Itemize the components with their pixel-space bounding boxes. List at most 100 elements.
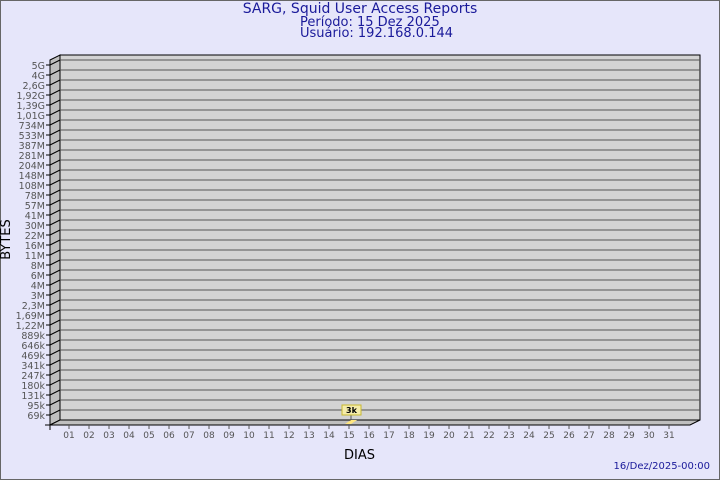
y-tick-label: 469k	[21, 351, 45, 362]
y-tick-diagonal	[49, 209, 61, 216]
y-tick-diagonal	[49, 99, 61, 106]
y-tick-diagonal	[49, 239, 61, 246]
y-tick-label: 30M	[25, 221, 45, 232]
y-tick-label: 41M	[25, 211, 45, 222]
x-tick-label: 17	[383, 431, 394, 441]
y-tick-label: 2,3M	[22, 301, 45, 312]
x-tick-label: 03	[103, 431, 114, 441]
y-tick-diagonal	[49, 279, 61, 286]
x-tick-label: 14	[323, 431, 335, 441]
x-tick-label: 15	[343, 431, 354, 441]
y-tick-label: 6M	[31, 271, 45, 282]
x-tick-label: 07	[183, 431, 194, 441]
y-tick-label: 148M	[19, 171, 45, 182]
y-tick-label: 131k	[21, 391, 45, 402]
x-tick-label: 06	[163, 431, 175, 441]
x-tick-label: 28	[603, 431, 615, 441]
x-tick-label: 20	[443, 431, 455, 441]
y-tick-diagonal	[49, 119, 61, 126]
y-tick-diagonal	[49, 329, 61, 336]
x-axis-label: DIAS	[344, 448, 375, 463]
y-tick-diagonal	[49, 129, 61, 136]
y-tick-diagonal	[49, 369, 61, 376]
x-tick-label: 11	[263, 431, 274, 441]
data-label: 3k	[346, 406, 358, 415]
x-tick-label: 04	[123, 431, 135, 441]
y-tick-diagonal	[49, 109, 61, 116]
y-tick-diagonal	[49, 179, 61, 186]
y-tick-label: 5G	[32, 61, 45, 72]
x-tick-label: 13	[303, 431, 314, 441]
y-tick-diagonal	[49, 69, 61, 76]
y-tick-diagonal	[49, 309, 61, 316]
y-tick-diagonal	[49, 89, 61, 96]
y-tick-label: 1,01G	[16, 111, 45, 122]
plot-floor	[49, 419, 701, 426]
x-tick-label: 19	[423, 431, 435, 441]
y-tick-label: 889k	[21, 331, 45, 342]
x-tick-label: 01	[63, 431, 74, 441]
x-tick-label: 21	[463, 431, 474, 441]
y-tick-diagonal	[49, 219, 61, 226]
y-tick-diagonal	[49, 359, 61, 366]
y-tick-diagonal	[49, 189, 61, 196]
y-tick-diagonal	[49, 199, 61, 206]
y-tick-diagonal	[49, 299, 61, 306]
y-tick-diagonal	[49, 389, 61, 396]
x-tick-label: 12	[283, 431, 294, 441]
x-tick-label: 24	[523, 431, 535, 441]
y-tick-label: 95k	[27, 401, 45, 412]
y-tick-label: 533M	[19, 131, 45, 142]
y-tick-diagonal	[49, 379, 61, 386]
y-tick-label: 3M	[31, 291, 45, 302]
y-tick-diagonal	[49, 249, 61, 256]
x-tick-label: 02	[83, 431, 94, 441]
y-tick-label: 734M	[19, 121, 45, 132]
y-tick-diagonal	[49, 319, 61, 326]
y-tick-label: 247k	[21, 371, 45, 382]
y-tick-diagonal	[49, 149, 61, 156]
y-tick-label: 4G	[32, 71, 45, 82]
y-tick-diagonal	[49, 409, 61, 416]
y-tick-label: 108M	[19, 181, 45, 192]
y-tick-diagonal	[49, 139, 61, 146]
x-tick-label: 23	[503, 431, 514, 441]
y-tick-label: 78M	[25, 191, 45, 202]
y-tick-diagonal	[49, 289, 61, 296]
y-tick-diagonal	[49, 339, 61, 346]
y-tick-label: 11M	[25, 251, 45, 262]
y-tick-diagonal	[49, 229, 61, 236]
y-tick-diagonal	[49, 399, 61, 406]
y-tick-diagonal	[49, 169, 61, 176]
y-tick-diagonal	[49, 159, 61, 166]
y-tick-label: 281M	[19, 151, 45, 162]
x-tick-label: 10	[243, 431, 255, 441]
x-tick-label: 05	[143, 431, 154, 441]
bar-day-15	[345, 420, 357, 424]
y-tick-label: 646k	[21, 341, 45, 352]
y-tick-label: 4M	[31, 281, 45, 292]
y-tick-diagonal	[49, 59, 61, 66]
y-tick-label: 69k	[27, 411, 45, 422]
x-tick-label: 26	[563, 431, 575, 441]
y-tick-label: 1,22M	[16, 321, 45, 332]
y-tick-label: 57M	[25, 201, 45, 212]
y-tick-diagonal	[49, 259, 61, 266]
y-tick-label: 180k	[21, 381, 45, 392]
y-tick-label: 1,92G	[16, 91, 45, 102]
x-tick-label: 18	[403, 431, 415, 441]
y-tick-diagonal	[49, 269, 61, 276]
x-tick-label: 16	[363, 431, 375, 441]
y-tick-label: 387M	[19, 141, 45, 152]
user-subtitle: Usuário: 192.168.0.144	[300, 26, 454, 41]
x-tick-label: 31	[663, 431, 674, 441]
chart-title: SARG, Squid User Access Reports	[242, 1, 478, 17]
data-label-box	[341, 404, 362, 416]
y-tick-label: 204M	[19, 161, 45, 172]
period-subtitle: Período: 15 Dez 2025	[300, 15, 440, 30]
y-tick-diagonal	[49, 79, 61, 86]
generated-timestamp: 16/Dez/2025-00:00	[613, 461, 710, 472]
y-tick-label: 16M	[25, 241, 45, 252]
y-tick-label: 2,6G	[23, 81, 45, 92]
